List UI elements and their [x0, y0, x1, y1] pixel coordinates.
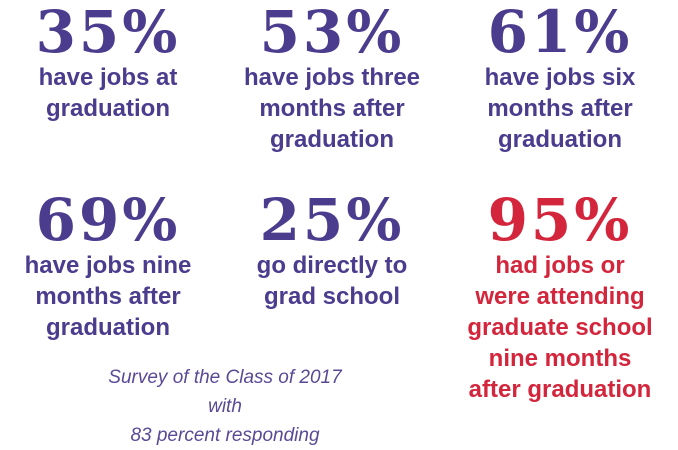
stat-description: graduation: [498, 126, 622, 153]
stat-value: 53%: [259, 0, 405, 66]
stat: 69% have jobs nine months after graduation: [0, 190, 223, 343]
stat-description: were attending: [475, 283, 645, 310]
stat-description: months after: [259, 95, 405, 122]
stat: 95% had jobs or were attending graduate sch…: [445, 190, 675, 405]
stat-value: 25%: [259, 186, 405, 254]
stat-description: grad school: [263, 283, 401, 310]
stat-value: 35%: [35, 0, 181, 66]
note-line: Survey of the Class of 2017 with: [108, 367, 342, 417]
stat: 53% have jobs three months after graduation: [217, 2, 447, 155]
stat-description: nine months: [488, 345, 632, 372]
stat-description: have jobs nine: [24, 252, 192, 279]
stat: 35% have jobs at graduation: [0, 2, 223, 124]
stat-description: have jobs at: [38, 64, 178, 91]
survey-note: Survey of the Class of 2017 with 83 perce…: [95, 363, 355, 450]
stat-description: have jobs six: [484, 64, 636, 91]
stat: 25% go directly to grad school: [217, 190, 447, 312]
stat-description: graduation: [46, 95, 170, 122]
stat: 61% have jobs six months after graduation: [445, 2, 675, 155]
stat-description: months after: [487, 95, 633, 122]
stat-description: after graduation: [468, 376, 652, 403]
stat-value: 95%: [487, 186, 633, 254]
stat-description: had jobs or: [495, 252, 625, 279]
stat-description: go directly to: [256, 252, 408, 279]
stat-description: have jobs three: [243, 64, 421, 91]
stat-description: graduation: [270, 126, 394, 153]
stat-description: graduate school: [467, 314, 653, 341]
stat-value: 61%: [487, 0, 633, 66]
note-line: 83 percent responding: [130, 425, 320, 446]
stat-description: graduation: [46, 314, 170, 341]
stat-description: months after: [35, 283, 181, 310]
stat-value: 69%: [35, 186, 181, 254]
